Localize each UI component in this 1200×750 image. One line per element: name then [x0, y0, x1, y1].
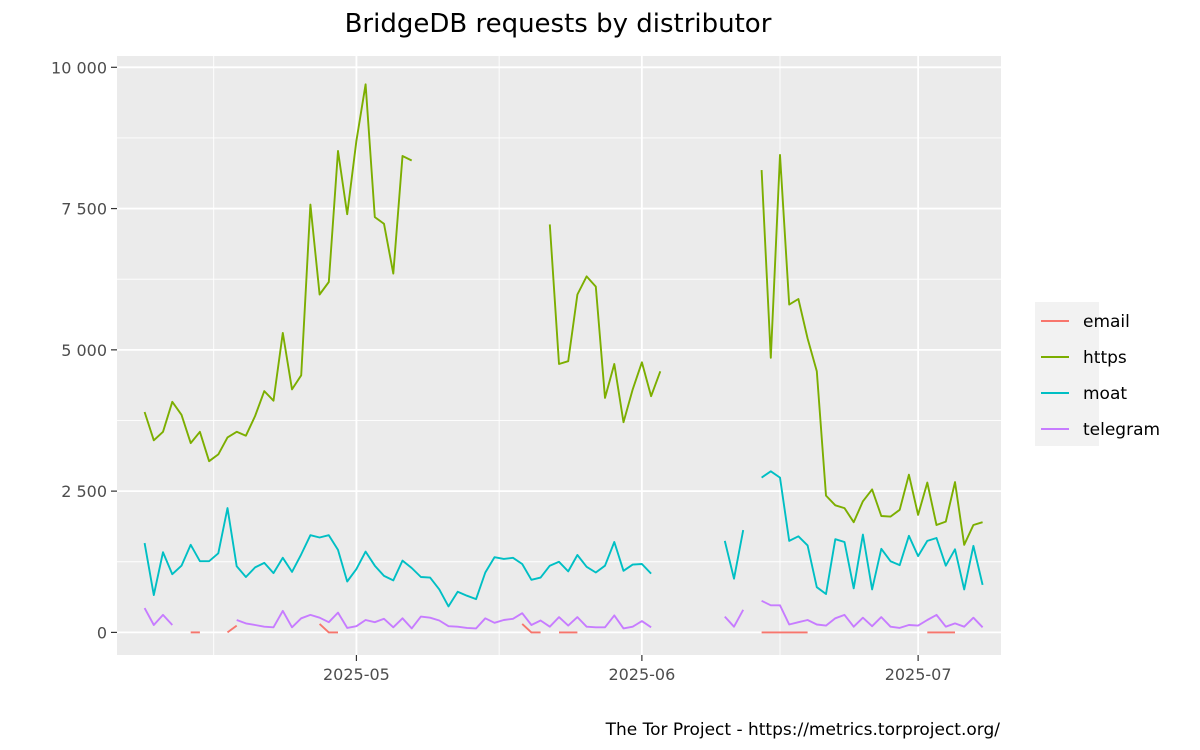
legend-item-telegram: telegram [1041, 420, 1160, 440]
legend-item-https: https [1041, 348, 1127, 368]
legend-key-background [1035, 302, 1099, 446]
legend: email https moat telegram [1035, 302, 1160, 446]
https-line-segment [548, 224, 662, 424]
legend-label-email: email [1083, 312, 1130, 332]
series-lines [143, 83, 984, 634]
https-line-segment [143, 83, 413, 463]
moat-line-segment [761, 470, 984, 595]
telegram-line-segment [724, 609, 745, 628]
chart-caption: The Tor Project - https://metrics.torpro… [605, 720, 1001, 740]
legend-item-email: email [1041, 312, 1130, 332]
x-tick-label: 2025-05 [323, 665, 390, 684]
moat-line-segment [143, 507, 652, 608]
y-tick-label: 10 000 [51, 58, 107, 77]
y-tick-label: 2 500 [61, 482, 107, 501]
email-line-segment [521, 623, 541, 634]
series-telegram [143, 599, 984, 630]
x-tick-label: 2025-06 [608, 665, 675, 684]
telegram-line-segment [236, 609, 652, 630]
legend-item-moat: moat [1041, 384, 1127, 404]
telegram-line-segment [761, 599, 984, 629]
legend-label-telegram: telegram [1083, 420, 1160, 440]
legend-label-moat: moat [1083, 384, 1127, 404]
email-line-segment [318, 623, 338, 634]
telegram-line-segment [143, 607, 173, 626]
chart-title: BridgeDB requests by distributor [345, 9, 772, 39]
y-axis: 0 2 500 5 000 7 500 10 000 [51, 58, 117, 642]
series-https [143, 83, 983, 546]
x-axis: 2025-05 2025-06 2025-07 [323, 655, 952, 684]
y-tick-label: 0 [97, 623, 107, 642]
y-tick-label: 7 500 [61, 200, 107, 219]
legend-label-https: https [1083, 348, 1127, 368]
y-tick-label: 5 000 [61, 341, 107, 360]
moat-line-segment [723, 529, 745, 580]
legend-items: email https moat telegram [1041, 312, 1160, 440]
x-tick-label: 2025-07 [885, 665, 952, 684]
plot-panel [117, 56, 1001, 655]
https-line-segment [760, 153, 983, 546]
series-moat [143, 470, 984, 608]
series-email [190, 623, 955, 634]
email-line-segment [226, 624, 238, 634]
